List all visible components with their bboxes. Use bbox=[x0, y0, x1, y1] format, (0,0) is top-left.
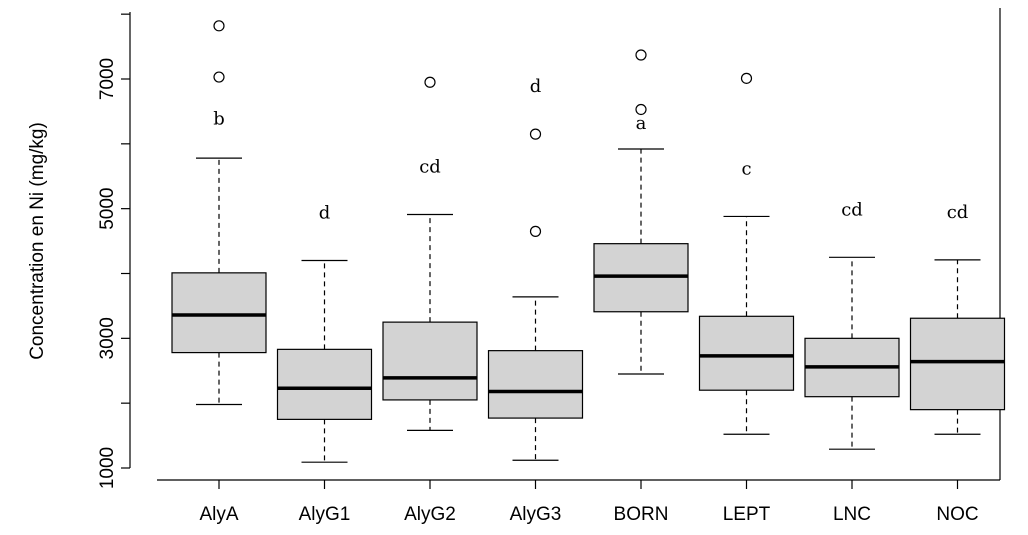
x-tick-label: LEPT bbox=[723, 504, 771, 525]
y-tick-label: 1000 bbox=[97, 447, 118, 489]
x-tick-label: LNC bbox=[833, 504, 871, 525]
box-group-lnc: cd bbox=[804, 199, 900, 450]
box-group-alyg3: d bbox=[487, 76, 584, 461]
box bbox=[382, 321, 478, 401]
x-tick-label: AlyG2 bbox=[404, 504, 456, 525]
box bbox=[909, 317, 1006, 411]
outlier-point bbox=[635, 103, 647, 116]
x-tick-label: AlyA bbox=[199, 504, 238, 525]
box-group-lept: c bbox=[698, 72, 795, 435]
box-group-alyg1: d bbox=[276, 203, 373, 463]
outlier-point bbox=[213, 20, 225, 32]
significance-letter: cd bbox=[841, 199, 863, 220]
significance-letter: a bbox=[636, 113, 647, 134]
x-tick-label: AlyG1 bbox=[299, 504, 351, 525]
x-tick-label: NOC bbox=[936, 504, 978, 525]
plot-area: b d cd d a c cd cd bbox=[157, 8, 1006, 481]
x-axis: AlyA AlyG1 AlyG2 AlyG3 BORN LEPT LNC NOC bbox=[199, 480, 979, 525]
outlier-point bbox=[424, 76, 436, 88]
y-tick-label: 5000 bbox=[97, 188, 118, 230]
box bbox=[698, 315, 795, 391]
x-tick-label: AlyG3 bbox=[510, 504, 562, 525]
outlier-point bbox=[529, 225, 542, 237]
outlier-point bbox=[635, 49, 647, 61]
y-axis-title: Concentration en Ni (mg/kg) bbox=[27, 122, 48, 360]
outlier-point bbox=[740, 72, 753, 84]
box bbox=[171, 272, 267, 354]
y-tick-label: 7000 bbox=[97, 58, 118, 100]
significance-letter: cd bbox=[947, 202, 969, 223]
box-group-alya: b bbox=[171, 20, 267, 406]
significance-letter: c bbox=[741, 158, 751, 179]
box bbox=[487, 350, 584, 419]
box-group-born: a bbox=[593, 49, 689, 375]
significance-letter: b bbox=[213, 108, 225, 129]
outlier-point bbox=[213, 71, 225, 83]
significance-letter: d bbox=[530, 76, 542, 97]
box-group-noc: cd bbox=[909, 202, 1006, 435]
outlier-point bbox=[529, 128, 542, 140]
x-tick-label: BORN bbox=[614, 504, 669, 525]
significance-letter: d bbox=[319, 203, 331, 224]
y-tick-label: 3000 bbox=[97, 317, 118, 359]
significance-letter: cd bbox=[419, 157, 441, 178]
box bbox=[276, 348, 373, 420]
box-group-alyg2: cd bbox=[382, 76, 478, 431]
y-axis: 1000 3000 5000 7000 bbox=[97, 12, 131, 489]
